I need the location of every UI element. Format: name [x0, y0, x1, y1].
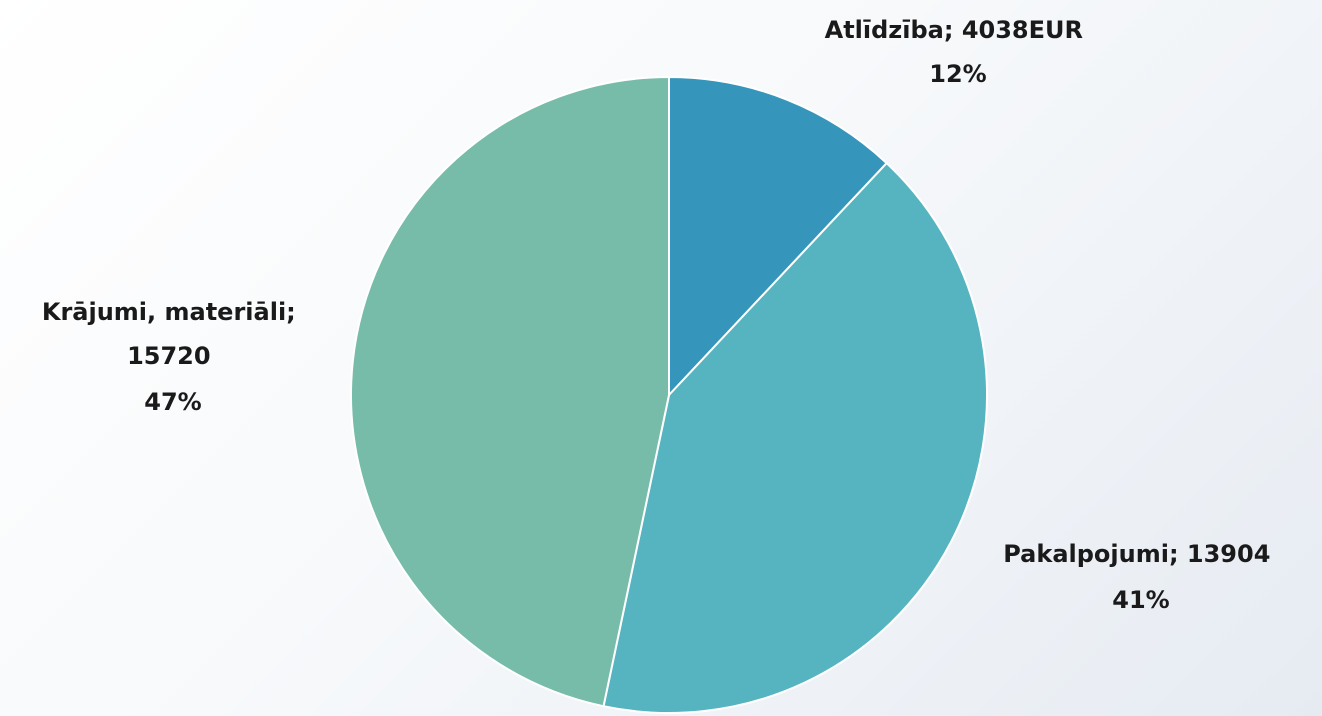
data-label-pakalpojumi-percent: 41% — [1112, 586, 1169, 614]
data-label-atlidziba-name: Atlīdzība; 4038EUR — [825, 16, 1083, 44]
pie-slice-1 — [602, 162, 988, 714]
pie-slices — [350, 76, 988, 714]
data-label-krajumi: Krājumi, materiāli; 15720 47% — [42, 298, 304, 416]
data-label-pakalpojumi: Pakalpojumi; 13904 41% — [1003, 540, 1279, 614]
data-label-atlidziba-percent: 12% — [929, 60, 986, 88]
data-label-krajumi-percent: 47% — [144, 388, 201, 416]
pie-slice-2 — [350, 76, 670, 708]
data-label-krajumi-value: 15720 — [127, 342, 211, 370]
data-label-atlidziba: Atlīdzība; 4038EUR 12% — [825, 16, 1092, 88]
data-label-pakalpojumi-name: Pakalpojumi; 13904 — [1003, 540, 1270, 568]
pie-slice-0 — [668, 76, 888, 396]
data-label-krajumi-name: Krājumi, materiāli; — [42, 298, 296, 326]
